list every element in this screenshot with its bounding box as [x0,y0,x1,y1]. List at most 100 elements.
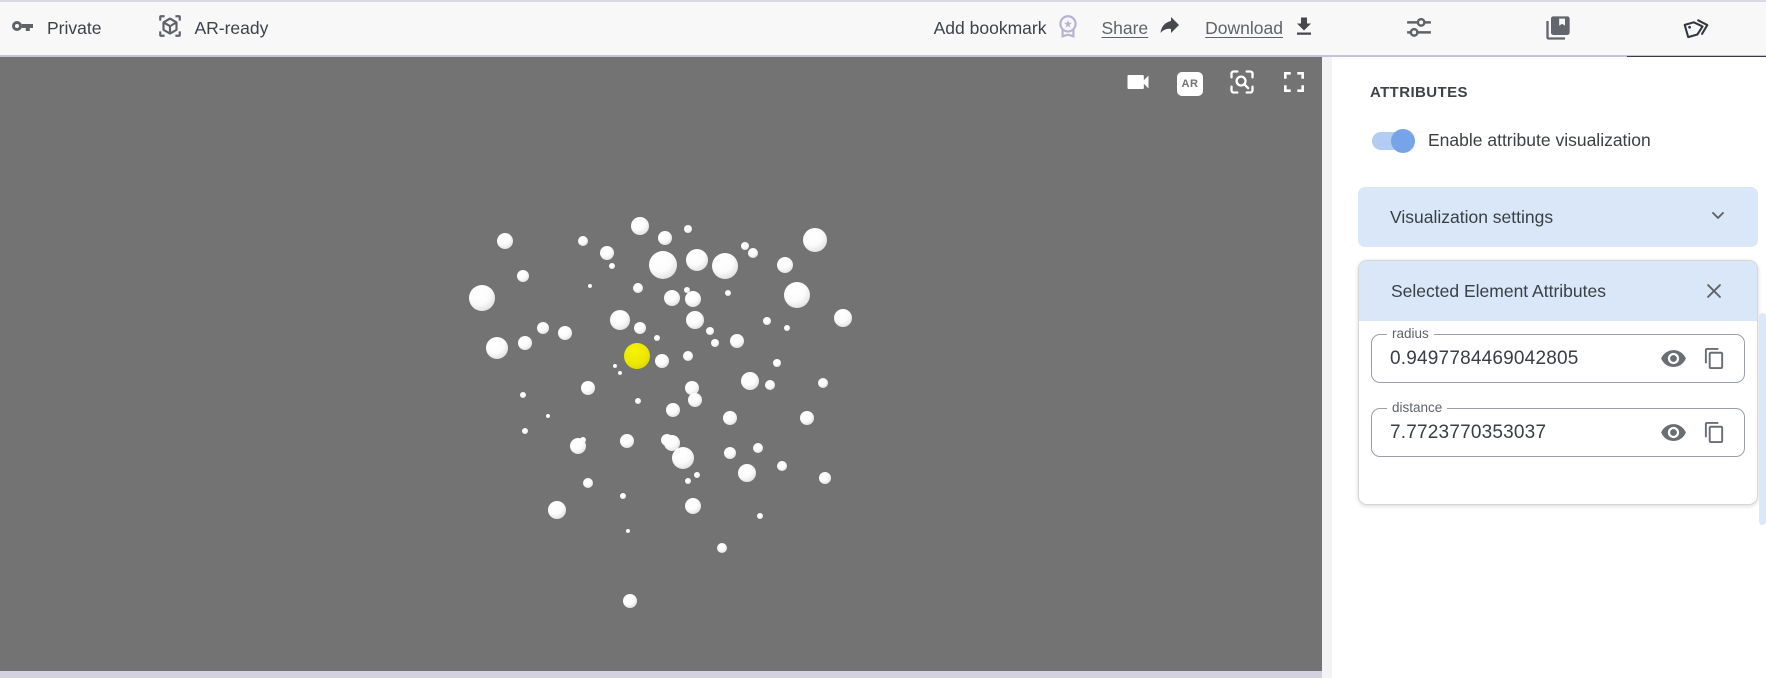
sphere[interactable] [634,322,646,334]
attribute-visualization-toggle[interactable] [1372,128,1415,153]
sphere[interactable] [655,354,669,368]
sphere[interactable] [706,327,714,335]
sphere[interactable] [730,334,744,348]
sphere[interactable] [748,248,758,258]
sphere[interactable] [773,359,781,367]
sphere-selected[interactable] [624,343,650,369]
sphere[interactable] [497,233,513,249]
sphere[interactable] [633,283,643,293]
sphere[interactable] [712,253,738,279]
attribute-field-distance[interactable]: distance 7.7723770353037 [1371,399,1745,457]
visibility-icon[interactable] [1660,419,1687,446]
sphere[interactable] [686,249,708,271]
sphere[interactable] [600,246,614,260]
sphere[interactable] [581,381,595,395]
tab-collections[interactable] [1488,2,1627,59]
sphere[interactable] [717,543,727,553]
sphere[interactable] [684,287,690,293]
sphere[interactable] [626,529,630,533]
sphere[interactable] [613,364,617,368]
sphere[interactable] [685,291,701,307]
sphere[interactable] [583,478,593,488]
sphere[interactable] [558,326,572,340]
sphere[interactable] [620,434,634,448]
sphere[interactable] [631,217,649,235]
sphere[interactable] [537,322,549,334]
zoom-to-fit-button[interactable] [1228,69,1256,98]
sphere[interactable] [469,285,495,311]
collections-bookmark-icon [1544,14,1572,47]
sphere[interactable] [520,392,526,398]
sphere[interactable] [684,225,692,233]
sphere[interactable] [818,378,828,388]
copy-icon[interactable] [1703,347,1726,370]
ar-ready-button[interactable]: AR-ready [157,13,268,44]
sphere[interactable] [834,309,852,327]
sphere[interactable] [546,414,550,418]
horizontal-scrollbar[interactable] [0,671,1322,678]
sphere[interactable] [578,236,588,246]
sphere[interactable] [741,372,759,390]
sphere[interactable] [623,594,637,608]
tab-attributes[interactable] [1627,2,1766,61]
sphere[interactable] [777,257,793,273]
sphere[interactable] [683,351,693,361]
sphere[interactable] [685,478,691,484]
3d-viewport[interactable]: AR [0,57,1322,671]
sphere[interactable] [765,380,775,390]
sphere[interactable] [723,411,737,425]
sphere[interactable] [753,443,763,453]
sphere[interactable] [784,325,790,331]
sphere[interactable] [609,263,615,269]
sphere[interactable] [654,335,660,341]
sphere[interactable] [620,493,626,499]
sphere[interactable] [800,411,814,425]
sphere[interactable] [658,231,672,245]
sphere[interactable] [618,371,622,375]
ar-view-button[interactable]: AR [1176,70,1204,98]
fullscreen-button[interactable] [1280,70,1308,98]
sphere[interactable] [685,381,699,395]
visualization-settings-header[interactable]: Visualization settings [1358,187,1758,247]
sphere[interactable] [570,438,586,454]
sphere[interactable] [711,339,719,347]
sphere[interactable] [686,311,704,329]
sphere[interactable] [548,501,566,519]
sphere[interactable] [784,282,810,308]
sphere[interactable] [763,317,771,325]
sphere[interactable] [819,472,831,484]
sphere[interactable] [610,310,630,330]
sphere[interactable] [688,393,702,407]
sphere[interactable] [518,336,532,350]
sphere[interactable] [803,228,827,252]
attribute-field-radius[interactable]: radius 0.9497784469042805 [1371,325,1745,383]
sphere[interactable] [777,461,787,471]
sphere[interactable] [725,290,731,296]
privacy-button[interactable]: Private [8,14,101,43]
record-video-button[interactable] [1124,70,1152,98]
sphere[interactable] [724,447,736,459]
share-button[interactable]: Share [1101,14,1183,43]
sphere[interactable] [486,337,508,359]
sphere[interactable] [517,270,529,282]
sphere[interactable] [738,464,756,482]
visibility-icon[interactable] [1660,345,1687,372]
sphere[interactable] [666,403,680,417]
sphere[interactable] [672,447,694,469]
sphere[interactable] [685,498,701,514]
sphere[interactable] [664,435,680,451]
add-bookmark-button[interactable]: Add bookmark [934,13,1082,44]
sphere[interactable] [635,398,641,404]
sphere[interactable] [664,290,680,306]
copy-icon[interactable] [1703,421,1726,444]
sphere[interactable] [741,242,749,250]
close-icon[interactable] [1703,280,1725,302]
sphere[interactable] [522,428,528,434]
sphere[interactable] [694,472,700,478]
sphere[interactable] [649,251,677,279]
sphere[interactable] [757,513,763,519]
sphere[interactable] [588,284,592,288]
tab-visualization-settings[interactable] [1349,2,1488,59]
panel-scrollbar[interactable] [1759,313,1766,525]
download-button[interactable]: Download [1205,14,1316,43]
